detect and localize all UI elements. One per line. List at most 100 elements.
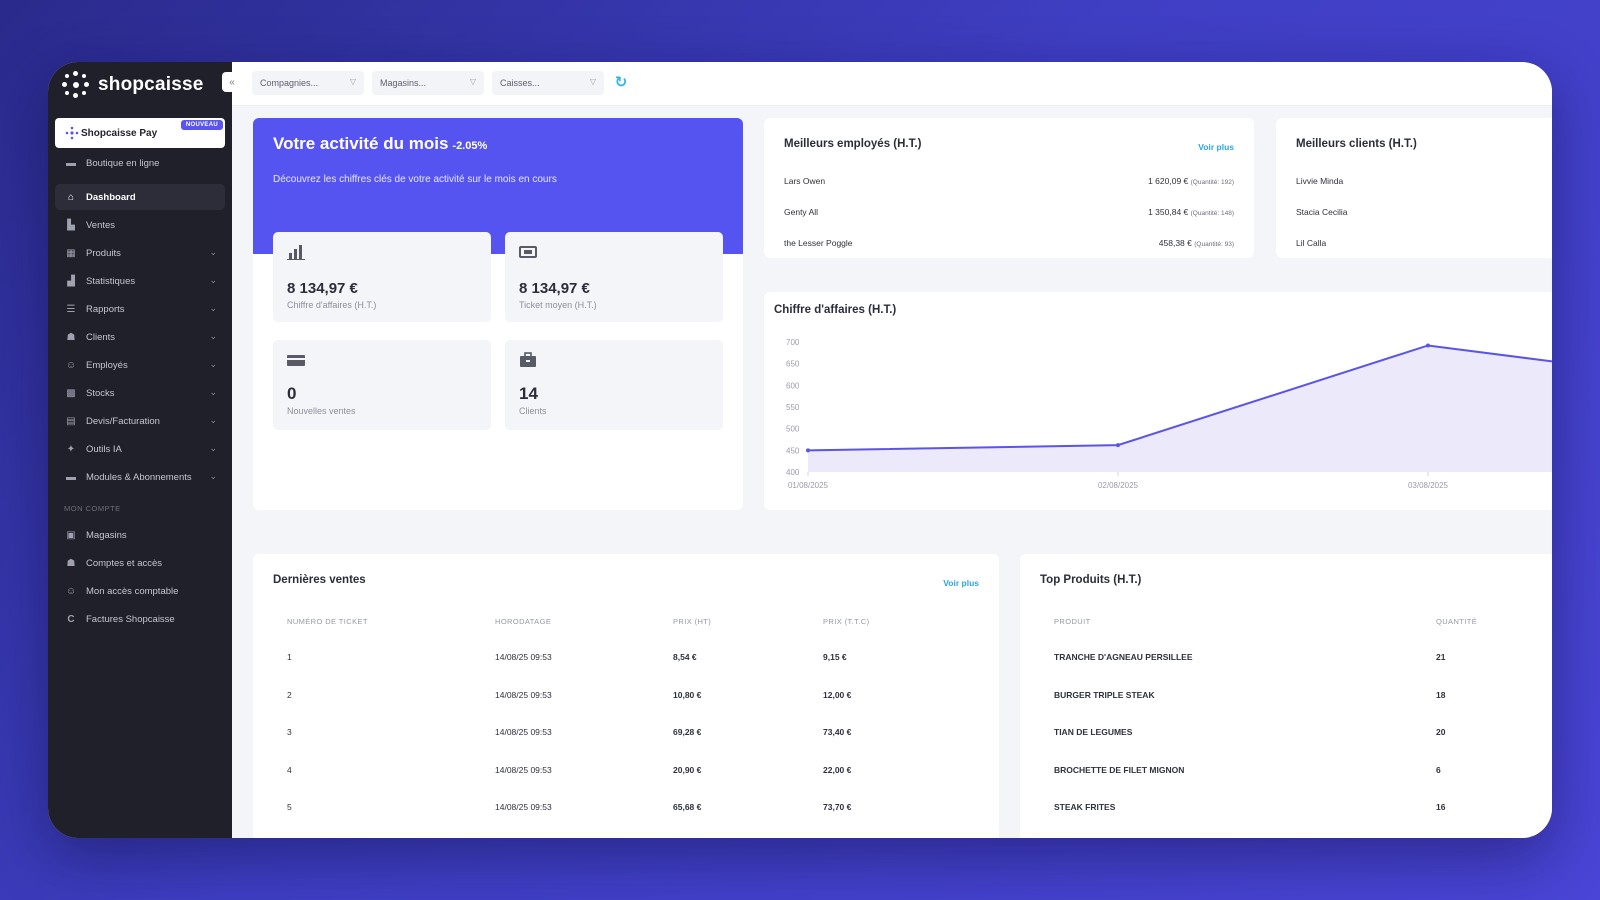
sidebar-item-label: Modules & Abonnements xyxy=(86,471,192,483)
sidebar-item-label: Rapports xyxy=(86,303,125,315)
product-cell: 18 xyxy=(1436,689,1446,700)
companies-select[interactable]: Compagnies... ▽ xyxy=(252,71,364,95)
chevron-down-icon: ⌄ xyxy=(209,387,217,397)
chevron-down-icon: ⌄ xyxy=(209,359,217,369)
sales-icon: ▙ xyxy=(67,219,75,231)
sidebar-item-label: Clients xyxy=(86,331,116,343)
see-more-employees-link[interactable]: Voir plus xyxy=(1198,142,1234,152)
logo[interactable]: shopcaisse xyxy=(62,70,204,100)
sidebar-item-ventes[interactable]: ▙ Ventes xyxy=(55,212,225,238)
y-tick-label: 500 xyxy=(786,425,800,434)
y-tick-label: 700 xyxy=(786,338,800,347)
kpi-label: Chiffre d'affaires (H.T.) xyxy=(287,300,377,310)
column-header[interactable]: HORODATAGE xyxy=(495,617,552,626)
sidebar-item-outils-ia[interactable]: ✦ Outils IA ⌄ xyxy=(55,436,225,462)
employee-amount: 1 620,09 € (Quantité: 192) xyxy=(1148,176,1234,186)
sales-cell: 14/08/25 09:53 xyxy=(495,727,552,737)
sidebar-item-label: Outils IA xyxy=(86,443,122,455)
sidebar-item-boutique[interactable]: ▬ Boutique en ligne xyxy=(55,150,225,176)
x-tick-label: 03/08/2025 xyxy=(1408,481,1449,490)
sales-cell: 5 xyxy=(287,802,292,812)
sidebar-item-magasins[interactable]: ▣ Magasins xyxy=(55,522,225,548)
product-cell: STEAK FRITES xyxy=(1054,802,1116,812)
sidebar-item-label: Produits xyxy=(86,247,121,259)
stats-icon: ▟ xyxy=(67,275,75,287)
quantity: (Quantité: 192) xyxy=(1190,179,1234,186)
sales-cell: 12,00 € xyxy=(823,689,852,700)
column-header[interactable]: PRIX (T.T.C) xyxy=(823,617,870,626)
logo-mark-icon xyxy=(62,71,90,99)
monthly-activity-card: Votre activité du mois -2.05% Découvrez l… xyxy=(253,118,743,510)
revenue-chart-card: Chiffre d'affaires (H.T.) 700 650 600 550 50… xyxy=(764,292,1552,510)
column-header[interactable]: PRIX (HT) xyxy=(673,617,712,626)
chevron-down-icon: ⌄ xyxy=(209,471,217,481)
sidebar-item-stocks[interactable]: ▩ Stocks ⌄ xyxy=(55,380,225,406)
sidebar-item-comptes[interactable]: ☗ Comptes et accès xyxy=(55,550,225,576)
refresh-icon[interactable]: ↻ xyxy=(614,74,628,91)
accounting-icon: ☺ xyxy=(65,585,77,597)
sales-cell: 14/08/25 09:53 xyxy=(495,764,552,775)
kpi-revenue: 8 134,97 € Chiffre d'affaires (H.T.) xyxy=(273,232,491,322)
column-header[interactable]: PRODUIT xyxy=(1054,617,1091,626)
sidebar-item-comptable[interactable]: ☺ Mon accès comptable xyxy=(55,578,225,604)
sidebar-item-clients[interactable]: ☗ Clients ⌄ xyxy=(55,324,225,350)
registers-select[interactable]: Caisses... ▽ xyxy=(492,71,604,95)
product-cell: BURGER TRIPLE STEAK xyxy=(1054,689,1155,700)
best-employees-card: Meilleurs employés (H.T.) Voir plus Lars… xyxy=(764,118,1254,258)
sidebar-item-factures[interactable]: C Factures Shopcaisse xyxy=(55,606,225,632)
kpi-label: Clients xyxy=(519,406,547,416)
pay-icon xyxy=(65,126,79,140)
briefcase-icon xyxy=(519,352,537,368)
hero-title-text: Votre activité du mois xyxy=(273,134,449,153)
product-cell: TRANCHE D'AGNEAU PERSILLEE xyxy=(1054,652,1193,662)
sales-cell: 14/08/25 09:53 xyxy=(495,802,552,812)
y-tick-label: 650 xyxy=(786,360,800,369)
data-point[interactable] xyxy=(1426,343,1430,348)
kpi-value: 14 xyxy=(519,384,538,403)
clients-icon: ☗ xyxy=(66,331,76,343)
chevron-down-icon: ▽ xyxy=(589,77,596,86)
sidebar-item-label: Mon accès comptable xyxy=(86,585,179,597)
collapse-sidebar-button[interactable]: « xyxy=(222,72,242,92)
amount: 1 620,09 € xyxy=(1148,176,1189,186)
topbar: Compagnies... ▽ Magasins... ▽ Caisses...… xyxy=(232,62,1552,106)
logo-text: shopcaisse xyxy=(98,74,204,95)
sales-cell: 4 xyxy=(287,764,292,775)
kpi-value: 8 134,97 € xyxy=(519,280,590,297)
top-products-card: Top Produits (H.T.) PRODUIT QUANTITÉ TRANC… xyxy=(1020,554,1552,838)
ticket-icon xyxy=(519,244,537,260)
data-point[interactable] xyxy=(1116,443,1120,448)
sidebar-item-statistiques[interactable]: ▟ Statistiques ⌄ xyxy=(55,268,225,294)
app-window: shopcaisse Shopcaisse Pay NOUVEAU ▬ Bout… xyxy=(48,62,1552,838)
product-cell: BROCHETTE DE FILET MIGNON xyxy=(1054,764,1185,775)
y-tick-label: 550 xyxy=(786,403,800,412)
sidebar-item-produits[interactable]: ▦ Produits ⌄ xyxy=(55,240,225,266)
sidebar-item-label: Factures Shopcaisse xyxy=(86,613,175,625)
sidebar-item-label: Comptes et accès xyxy=(86,557,163,569)
sidebar-item-rapports[interactable]: ☰ Rapports ⌄ xyxy=(55,296,225,322)
column-header[interactable]: NUMÉRO DE TICKET xyxy=(287,617,368,626)
sales-cell: 73,70 € xyxy=(823,802,852,812)
x-tick-label: 02/08/2025 xyxy=(1098,481,1139,490)
best-clients-card: Meilleurs clients (H.T.) Livvie Minda St… xyxy=(1276,118,1552,258)
chart-title: Chiffre d'affaires (H.T.) xyxy=(774,304,897,316)
sales-cell: 2 xyxy=(287,689,292,700)
sidebar-nav: ▬ Boutique en ligne ⌂ Dashboard ▙ Ventes… xyxy=(55,150,225,492)
sales-cell: 20,90 € xyxy=(673,764,702,775)
see-more-sales-link[interactable]: Voir plus xyxy=(943,578,979,588)
column-header[interactable]: QUANTITÉ xyxy=(1436,617,1478,626)
employee-amount: 458,38 € (Quantité: 93) xyxy=(1159,238,1234,248)
card-title: Top Produits (H.T.) xyxy=(1040,574,1142,586)
data-point[interactable] xyxy=(806,448,810,453)
sidebar-item-label: Dashboard xyxy=(86,191,136,203)
sidebar-item-devis[interactable]: ▤ Devis/Facturation ⌄ xyxy=(55,408,225,434)
sidebar-item-employes[interactable]: ☺ Employés ⌄ xyxy=(55,352,225,378)
sidebar-item-shopcaisse-pay[interactable]: Shopcaisse Pay NOUVEAU xyxy=(55,118,225,148)
sidebar-item-dashboard[interactable]: ⌂ Dashboard xyxy=(55,184,225,210)
shops-select[interactable]: Magasins... ▽ xyxy=(372,71,484,95)
section-label-account: MON COMPTE xyxy=(64,504,121,513)
chevron-down-icon: ⌄ xyxy=(209,275,217,285)
new-badge: NOUVEAU xyxy=(180,120,223,130)
y-tick-label: 600 xyxy=(786,381,800,390)
sidebar-item-modules[interactable]: ▬ Modules & Abonnements ⌄ xyxy=(55,464,225,490)
